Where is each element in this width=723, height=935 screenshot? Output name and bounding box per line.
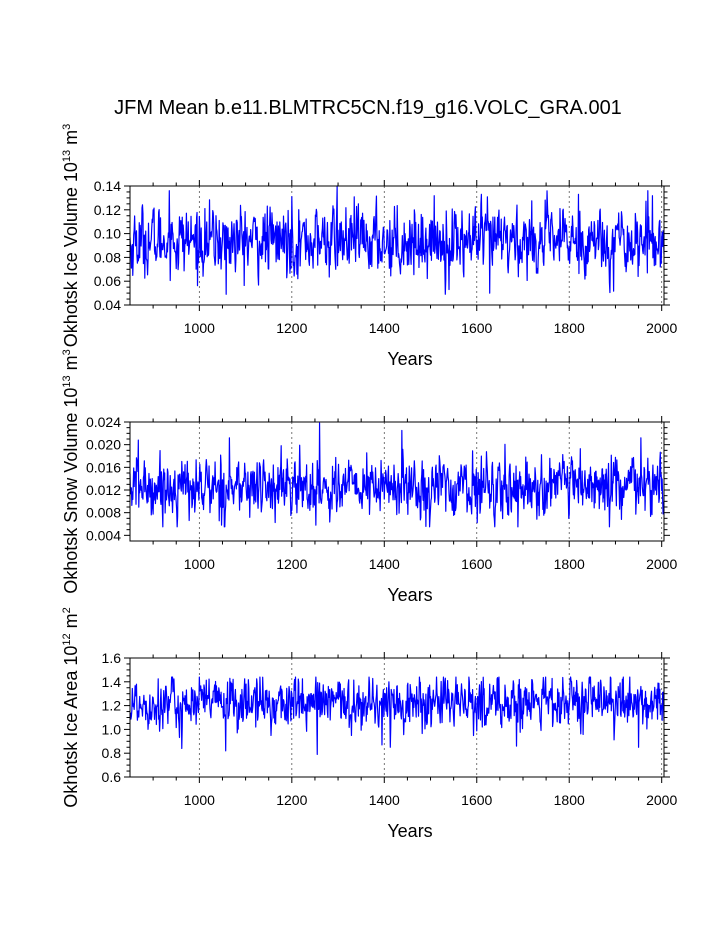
x-tick-label: 1800 bbox=[554, 320, 585, 336]
x-tick-label: 1400 bbox=[369, 792, 400, 808]
y-tick-label: 0.6 bbox=[102, 769, 122, 785]
x-tick-label: 2000 bbox=[646, 556, 677, 572]
y-tick-label: 1.0 bbox=[102, 721, 122, 737]
y-tick-label: 0.12 bbox=[94, 202, 121, 218]
y-tick-label: 1.2 bbox=[102, 698, 122, 714]
x-tick-label: 1200 bbox=[276, 320, 307, 336]
panels: 1000 1200 1400 1600 1800 2000 0.04 0.06 0.08 0.10… bbox=[61, 124, 677, 841]
panel-2: 1000 1200 1400 1600 1800 2000 0.004 0.008 0.012 0… bbox=[61, 349, 677, 605]
y-tick-label: 0.14 bbox=[94, 178, 121, 194]
y-tick-label: 1.4 bbox=[102, 674, 122, 690]
y-tick-label: 0.8 bbox=[102, 745, 122, 761]
y-label-exponent: 13 bbox=[61, 150, 73, 162]
y-tick-label: 0.016 bbox=[86, 459, 121, 475]
figure-title: JFM Mean b.e11.BLMTRC5CN.f19_g16.VOLC_GR… bbox=[114, 97, 622, 119]
y-tick-label: 0.012 bbox=[86, 482, 121, 498]
y-label-exponent: 13 bbox=[61, 375, 73, 387]
y-tick-label: 0.06 bbox=[94, 273, 121, 289]
y-label-part: m bbox=[61, 613, 81, 633]
series-line-2 bbox=[129, 422, 665, 528]
y-axis-label: Okhotsk Snow Volume 1013 m3 bbox=[61, 349, 81, 594]
x-tick-label: 1800 bbox=[554, 792, 585, 808]
series-line-1 bbox=[129, 185, 665, 295]
y-label-part: Okhotsk Ice Area 10 bbox=[61, 646, 81, 808]
x-tick-label: 1200 bbox=[276, 792, 307, 808]
y-axis-label: Okhotsk Ice Volume 1013 m3 bbox=[61, 124, 81, 347]
x-axis-label: Years bbox=[387, 821, 432, 841]
y-label-exponent: 3 bbox=[61, 124, 73, 130]
x-tick-label: 1000 bbox=[184, 792, 215, 808]
y-label-part: Okhotsk Snow Volume 10 bbox=[61, 388, 81, 594]
y-tick-label: 1.6 bbox=[102, 650, 122, 666]
y-label-exponent: 3 bbox=[61, 349, 73, 355]
y-tick-label: 0.10 bbox=[94, 226, 121, 242]
x-tick-label: 1600 bbox=[461, 320, 492, 336]
x-tick-label: 1000 bbox=[184, 320, 215, 336]
panel-1: 1000 1200 1400 1600 1800 2000 0.04 0.06 0.08 0.10… bbox=[61, 124, 677, 369]
plot-frame bbox=[129, 421, 665, 542]
y-label-exponent: 2 bbox=[61, 607, 73, 613]
y-label-part: Okhotsk Ice Volume 10 bbox=[61, 162, 81, 347]
x-tick-label: 1200 bbox=[276, 556, 307, 572]
y-tick-label: 0.024 bbox=[86, 414, 121, 430]
series-line-3 bbox=[129, 676, 665, 755]
y-label-part: m bbox=[61, 130, 81, 150]
panel-3: 1000 1200 1400 1600 1800 2000 0.6 0.8 1.0 1.2 1.4 1… bbox=[61, 607, 677, 841]
y-tick-label: 0.008 bbox=[86, 505, 121, 521]
y-label-part: m bbox=[61, 355, 81, 375]
x-tick-label: 2000 bbox=[646, 320, 677, 336]
y-axis-label: Okhotsk Ice Area 1012 m2 bbox=[61, 607, 81, 807]
y-tick-label: 0.020 bbox=[86, 437, 121, 453]
x-tick-label: 1600 bbox=[461, 556, 492, 572]
y-tick-label: 0.004 bbox=[86, 527, 121, 543]
x-tick-label: 1600 bbox=[461, 792, 492, 808]
x-tick-label: 1400 bbox=[369, 556, 400, 572]
x-tick-label: 1800 bbox=[554, 556, 585, 572]
x-tick-label: 1400 bbox=[369, 320, 400, 336]
x-tick-label: 2000 bbox=[646, 792, 677, 808]
y-tick-label: 0.08 bbox=[94, 249, 121, 265]
x-axis-label: Years bbox=[387, 585, 432, 605]
x-axis-label: Years bbox=[387, 349, 432, 369]
x-tick-label: 1000 bbox=[184, 556, 215, 572]
y-label-exponent: 12 bbox=[61, 633, 73, 645]
y-tick-label: 0.04 bbox=[94, 297, 121, 313]
